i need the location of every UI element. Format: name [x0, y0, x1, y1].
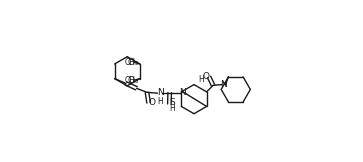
- Text: N: N: [221, 80, 227, 89]
- Text: H: H: [157, 97, 163, 106]
- Text: N: N: [179, 88, 186, 97]
- Text: O: O: [127, 58, 134, 67]
- Text: H: H: [170, 104, 175, 113]
- Text: O: O: [202, 72, 209, 81]
- Text: S: S: [170, 98, 175, 107]
- Text: CH₃: CH₃: [125, 58, 139, 67]
- Text: O: O: [127, 76, 134, 85]
- Text: CH₃: CH₃: [125, 76, 139, 85]
- Text: H: H: [199, 75, 204, 84]
- Text: O: O: [148, 98, 155, 107]
- Text: N: N: [157, 88, 163, 97]
